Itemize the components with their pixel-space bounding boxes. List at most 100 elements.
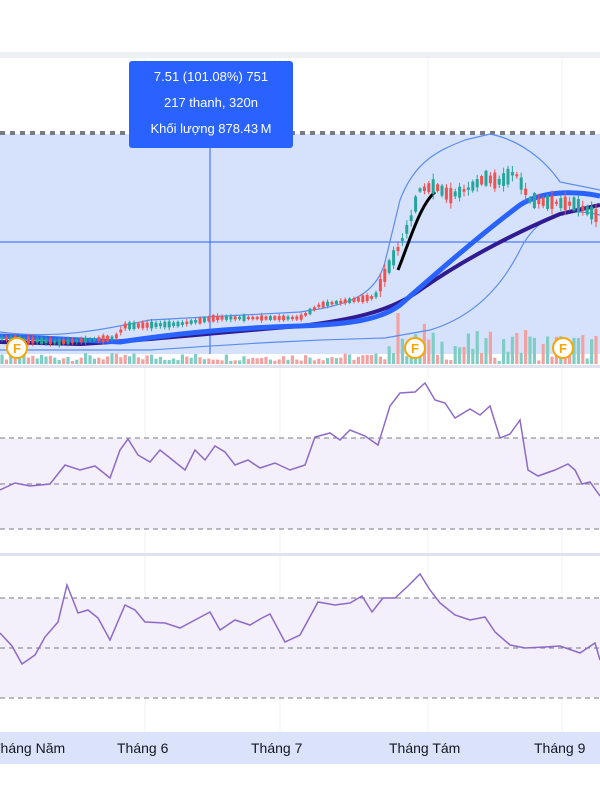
volume-bar xyxy=(594,335,598,364)
volume-bar xyxy=(79,357,83,364)
bollinger-upper xyxy=(0,133,600,336)
volume-bar xyxy=(40,354,44,364)
candle-body xyxy=(431,179,435,194)
candle-body xyxy=(255,316,259,320)
oscillator-line-2 xyxy=(0,572,600,666)
candle-body xyxy=(106,335,110,342)
time-axis[interactable]: Tháng Năm Tháng 6 Tháng 7 Tháng Tám Thán… xyxy=(0,732,600,764)
volume-bar xyxy=(326,357,330,364)
tooltip-price-change: 7.51 (101.08%) 751 xyxy=(153,69,269,84)
volume-bar xyxy=(145,355,149,364)
volume-bar xyxy=(458,347,462,364)
candle-body xyxy=(62,339,66,345)
candle-body xyxy=(334,300,338,305)
volume-bar xyxy=(282,356,286,364)
volume-bar xyxy=(268,359,272,364)
candle-body xyxy=(554,201,558,204)
candle-body xyxy=(202,317,206,323)
candle-body xyxy=(26,336,30,344)
volume-bar xyxy=(101,359,105,364)
volume-bar xyxy=(528,336,532,364)
volume-bar xyxy=(374,353,378,364)
volume-bar xyxy=(378,356,382,364)
candle-body xyxy=(79,338,83,343)
candle-body xyxy=(114,334,118,339)
volume-bar xyxy=(436,354,440,364)
volume-bar xyxy=(488,331,492,364)
volume-bar xyxy=(361,355,365,364)
candle-body xyxy=(546,195,550,209)
volume-bar xyxy=(150,354,154,364)
volume-bar xyxy=(97,357,101,364)
candle-body xyxy=(70,339,74,344)
candle-body xyxy=(282,315,286,321)
volume-bar xyxy=(444,359,448,364)
candle-body xyxy=(251,316,255,320)
candle-body xyxy=(326,301,330,306)
candle-body xyxy=(576,199,580,213)
candle-body xyxy=(550,196,554,209)
event-marker-label: F xyxy=(13,341,21,356)
volume-bar xyxy=(246,359,250,364)
candle-body xyxy=(4,336,8,341)
volume-bar xyxy=(264,356,268,364)
tooltip-trades: 217 thanh, 320n xyxy=(164,95,258,110)
volume-bar xyxy=(519,352,523,364)
volume-bar xyxy=(431,332,435,364)
time-axis-label: Tháng 9 xyxy=(534,740,586,756)
candle-body xyxy=(119,329,123,333)
candle-body xyxy=(167,321,171,328)
candle-body xyxy=(84,337,88,343)
candle-body xyxy=(295,316,299,320)
candle-body xyxy=(400,238,404,241)
volume-bar xyxy=(114,353,118,364)
candle-body xyxy=(383,268,387,282)
candle-body xyxy=(145,322,149,328)
volume-bar xyxy=(207,358,211,364)
volume-bar xyxy=(273,360,277,364)
time-axis-label: Tháng 7 xyxy=(251,740,303,756)
volume-bar xyxy=(546,336,550,364)
volume-bar xyxy=(4,359,8,364)
volume-bar xyxy=(92,358,96,364)
candle-body xyxy=(515,174,519,177)
volume-bar xyxy=(475,331,479,364)
candle-body xyxy=(9,336,13,342)
candle-body xyxy=(308,308,312,315)
candle-body xyxy=(290,316,294,320)
candle-body xyxy=(211,315,215,322)
candle-body xyxy=(356,297,360,302)
candle-body xyxy=(532,193,536,209)
volume-bar xyxy=(299,360,303,364)
volume-bar xyxy=(260,358,264,364)
volume-bar xyxy=(18,357,22,364)
volume-bar xyxy=(70,360,74,364)
volume-bar xyxy=(462,346,466,364)
candle-body xyxy=(370,296,374,299)
ma-black-line xyxy=(396,190,437,271)
candle-body xyxy=(436,184,440,192)
volume-bar xyxy=(537,360,541,364)
candle-body xyxy=(497,178,501,185)
candle-body xyxy=(594,209,598,222)
candle-body xyxy=(35,338,39,343)
volume-bar xyxy=(154,358,158,364)
volume-bar xyxy=(106,356,110,364)
volume-bar xyxy=(53,357,57,364)
volume-bar xyxy=(286,359,290,364)
candle-body xyxy=(123,323,127,329)
candle-body xyxy=(449,188,453,204)
candle-body xyxy=(343,299,347,304)
candle-body xyxy=(484,170,488,186)
candle-body xyxy=(506,168,510,185)
volume-bar xyxy=(35,358,39,364)
candle-body xyxy=(229,316,233,320)
volume-bar xyxy=(304,355,308,364)
candle-body xyxy=(348,298,352,303)
volume-bar xyxy=(44,356,48,364)
chart-canvas[interactable]: F F F xyxy=(0,58,600,732)
event-marker: F xyxy=(6,337,28,359)
candle-body xyxy=(422,186,426,191)
candle-body xyxy=(277,316,281,320)
volume-bar xyxy=(75,359,79,364)
